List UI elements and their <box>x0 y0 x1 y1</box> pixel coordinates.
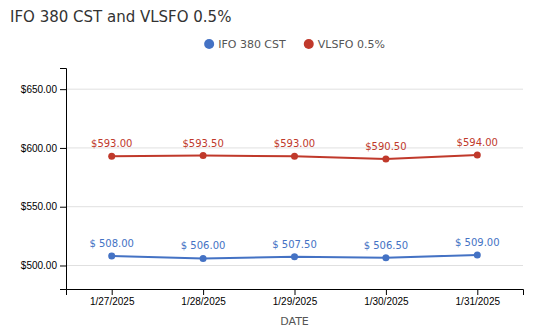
y-tick-mark <box>60 148 66 149</box>
data-label: $ 506.50 <box>364 240 409 251</box>
y-tick-label: $600.00 <box>21 143 58 154</box>
point <box>474 151 481 158</box>
legend-swatch <box>204 39 214 49</box>
point <box>200 152 207 159</box>
data-label: $ 506.00 <box>181 240 226 251</box>
y-tick: $600.00 <box>21 143 66 154</box>
x-tick-mark <box>386 289 387 295</box>
point <box>382 156 389 163</box>
data-label: $593.50 <box>182 138 223 149</box>
x-tick-label: 1/27/2025 <box>90 296 135 307</box>
y-tick: $500.00 <box>21 260 66 271</box>
x-tick: 1/29/2025 <box>273 289 318 307</box>
data-label: $ 507.50 <box>272 239 317 250</box>
x-axis-title: DATE <box>280 315 309 328</box>
legend-label: VLSFO 0.5% <box>318 38 385 51</box>
data-label: $ 508.00 <box>89 238 134 249</box>
point <box>200 255 207 262</box>
data-label: $594.00 <box>457 137 498 148</box>
y-axis: $500.00 $550.00 $600.00 $650.00 <box>21 69 67 290</box>
legend-label: IFO 380 CST <box>218 38 286 51</box>
point <box>291 153 298 160</box>
y-tick-label: $550.00 <box>21 201 58 212</box>
grid-line <box>66 89 523 90</box>
x-tick: 1/30/2025 <box>364 289 409 307</box>
x-tick-mark <box>112 289 113 295</box>
point <box>291 253 298 260</box>
y-tick: $550.00 <box>21 201 66 212</box>
y-tick-label: $500.00 <box>21 260 58 271</box>
y-tick-mark <box>60 265 66 266</box>
title: IFO 380 CST and VLSFO 0.5% <box>10 8 231 26</box>
point <box>108 253 115 260</box>
x-axis-line <box>67 290 524 296</box>
y-tick-label: $650.00 <box>21 84 58 95</box>
y-axis-line <box>60 69 67 290</box>
x-axis: 1/27/2025 1/28/2025 1/29/2025 1/30/2025 1/31… <box>67 289 524 307</box>
data-label: $593.00 <box>274 138 315 149</box>
grid-line <box>66 265 523 266</box>
x-tick: 1/31/2025 <box>456 289 501 307</box>
x-tick-label: 1/31/2025 <box>456 296 501 307</box>
grid <box>66 89 523 265</box>
x-tick: 1/28/2025 <box>181 289 226 307</box>
x-tick-mark <box>477 289 478 295</box>
x-tick-mark <box>203 289 204 295</box>
data-label: $ 509.00 <box>455 237 500 248</box>
chart: IFO 380 CST and VLSFO 0.5% $500.00 $550.00… <box>0 0 545 333</box>
x-tick-label: 1/28/2025 <box>181 296 226 307</box>
point <box>108 153 115 160</box>
plot: $500.00$550.00$600.00$650.001/27/20251/2… <box>21 69 524 308</box>
point <box>382 254 389 261</box>
legend-item: VLSFO 0.5% <box>304 38 385 51</box>
y-tick: $650.00 <box>21 84 66 95</box>
legend-swatch <box>304 39 314 49</box>
y-tick-mark <box>60 89 66 90</box>
y-tick-mark <box>60 207 66 208</box>
x-tick-mark <box>295 289 296 295</box>
marks <box>108 151 481 261</box>
x-tick-label: 1/30/2025 <box>364 296 409 307</box>
x-tick: 1/27/2025 <box>90 289 135 307</box>
legend: IFO 380 CST VLSFO 0.5% <box>204 38 385 51</box>
grid-line <box>66 206 523 207</box>
data-label: $590.50 <box>365 141 406 152</box>
point <box>474 251 481 258</box>
x-tick-label: 1/29/2025 <box>273 296 318 307</box>
data-label: $593.00 <box>91 138 132 149</box>
legend-item: IFO 380 CST <box>204 38 286 51</box>
data-labels: $ 508.00 $ 506.00 $ 507.50 $ 506.50 $ 509.00… <box>89 137 499 251</box>
